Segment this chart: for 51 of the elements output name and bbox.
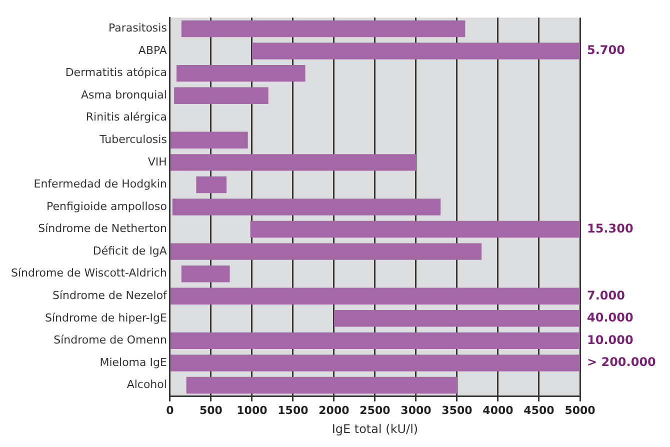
bar (170, 332, 580, 350)
x-tick-label: 1000 (236, 404, 268, 417)
x-tick-label: 5000 (564, 404, 596, 417)
y-tick-label: VIH (148, 155, 167, 168)
y-tick-label: Síndrome de hiper-IgE (44, 311, 167, 324)
y-tick-label: Síndrome de Wiscott-Aldrich (10, 266, 167, 280)
bar (170, 354, 580, 372)
text: 10.000 (587, 332, 634, 347)
y-tick-label: Penfigioide ampolloso (46, 200, 168, 213)
y-tick-label: ABPA (138, 44, 168, 57)
text: 15.300 (587, 221, 634, 236)
y-tick-label: Síndrome de Omenn (54, 334, 167, 347)
bar (174, 87, 268, 104)
bar (252, 42, 580, 60)
y-tick-label: Síndrome de Netherton (38, 222, 167, 236)
text: 7.000 (587, 288, 625, 302)
bar (334, 310, 580, 327)
x-tick-label: 1500 (278, 404, 309, 417)
y-tick-label: Parasitosis (108, 22, 168, 35)
bar (186, 376, 457, 394)
y-tick-label: Déficit de IgA (92, 244, 168, 258)
y-tick-label: Mieloma IgE (100, 356, 167, 369)
x-axis-title: IgE total (kU/l) (332, 422, 418, 436)
x-tick-label: 3000 (400, 404, 432, 417)
bar (172, 198, 441, 216)
bar (181, 20, 466, 38)
x-tick-label: 500 (199, 404, 223, 417)
x-tick-label: 4500 (524, 404, 555, 417)
bar (170, 288, 580, 304)
bar (250, 220, 580, 238)
x-tick-label: 2500 (360, 404, 391, 417)
y-tick-label: Tuberculosis (98, 133, 168, 146)
bar (170, 132, 248, 149)
x-tick-label: 4000 (482, 404, 514, 417)
text: > 200.000 (587, 355, 656, 370)
bar (170, 154, 416, 171)
x-tick-label: 3500 (442, 404, 473, 417)
bar (176, 64, 306, 82)
x-tick-label: 0 (166, 404, 174, 417)
bar (181, 265, 230, 282)
text: 40.000 (587, 310, 634, 325)
y-tick-label: Síndrome de Nezelof (52, 288, 168, 302)
x-tick-label: 2000 (318, 404, 350, 417)
bar (170, 243, 482, 260)
bar (196, 176, 227, 194)
y-tick-label: Alcohol (126, 378, 167, 392)
y-tick-label: Enfermedad de Hodgkin (34, 178, 167, 191)
y-tick-label: Asma bronquial (80, 88, 167, 102)
y-tick-label: Dermatitis atópica (65, 66, 167, 80)
y-tick-label: Rinitis alérgica (86, 110, 167, 124)
text: 5.700 (587, 43, 625, 58)
